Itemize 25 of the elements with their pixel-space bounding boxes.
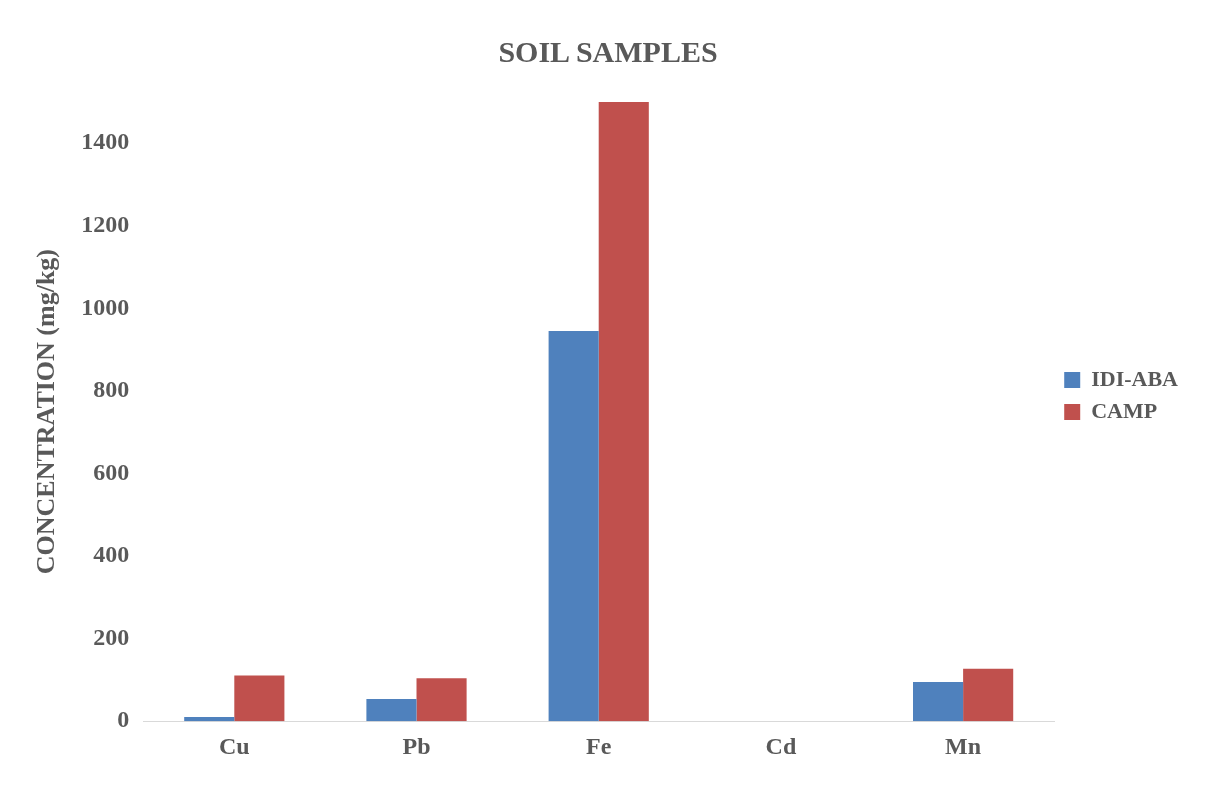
chart-title: SOIL SAMPLES: [498, 34, 718, 68]
bar: [234, 675, 285, 722]
x-tick-label: Pb: [402, 732, 431, 759]
y-axis-title: CONCENTRATION (mg/kg): [31, 248, 61, 575]
y-tick-label: 1000: [81, 293, 130, 320]
bar: [548, 331, 599, 722]
y-tick-label: 1400: [81, 128, 130, 155]
y-tick-label: 600: [93, 458, 130, 485]
x-tick-label: Cu: [218, 732, 250, 759]
x-tick-label: Cd: [765, 732, 797, 759]
y-tick-label: 200: [93, 623, 130, 650]
bar: [416, 678, 467, 722]
legend-label: CAMP: [1091, 397, 1158, 423]
y-tick-label: 0: [117, 706, 130, 733]
bar: [184, 717, 235, 722]
bar: [963, 668, 1014, 722]
x-tick-label: Mn: [945, 732, 982, 759]
y-tick-label: 800: [93, 376, 130, 403]
bar: [913, 681, 964, 722]
legend-label: IDI-ABA: [1091, 365, 1179, 391]
bar: [598, 102, 649, 722]
bar: [366, 698, 417, 722]
x-tick-label: Fe: [586, 732, 612, 759]
y-tick-label: 400: [93, 541, 130, 568]
y-tick-label: 1200: [81, 211, 130, 238]
